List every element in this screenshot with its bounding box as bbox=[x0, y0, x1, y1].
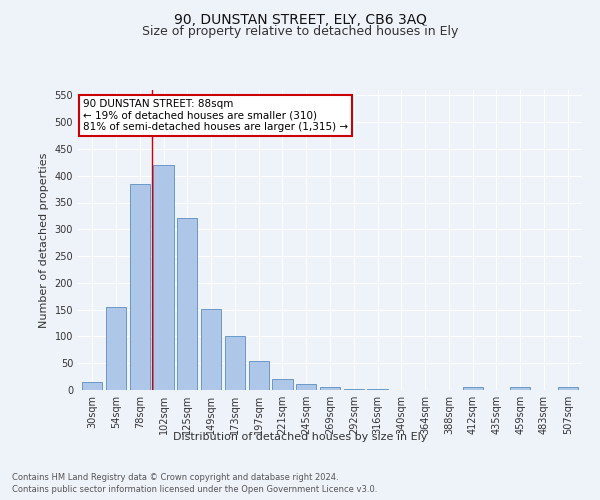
Bar bbox=[130, 184, 150, 390]
Bar bbox=[177, 218, 197, 390]
Bar bbox=[248, 360, 269, 390]
Text: 90 DUNSTAN STREET: 88sqm
← 19% of detached houses are smaller (310)
81% of semi-: 90 DUNSTAN STREET: 88sqm ← 19% of detach… bbox=[83, 99, 348, 132]
Text: Contains public sector information licensed under the Open Government Licence v3: Contains public sector information licen… bbox=[12, 485, 377, 494]
Bar bbox=[344, 389, 364, 390]
Text: Contains HM Land Registry data © Crown copyright and database right 2024.: Contains HM Land Registry data © Crown c… bbox=[12, 472, 338, 482]
Bar bbox=[557, 388, 578, 390]
Text: Size of property relative to detached houses in Ely: Size of property relative to detached ho… bbox=[142, 25, 458, 38]
Bar bbox=[154, 165, 173, 390]
Text: 90, DUNSTAN STREET, ELY, CB6 3AQ: 90, DUNSTAN STREET, ELY, CB6 3AQ bbox=[173, 12, 427, 26]
Y-axis label: Number of detached properties: Number of detached properties bbox=[39, 152, 49, 328]
Bar bbox=[82, 382, 103, 390]
Bar bbox=[272, 380, 293, 390]
Bar bbox=[463, 388, 483, 390]
Bar bbox=[510, 388, 530, 390]
Bar bbox=[296, 384, 316, 390]
Text: Distribution of detached houses by size in Ely: Distribution of detached houses by size … bbox=[173, 432, 427, 442]
Bar bbox=[201, 308, 221, 390]
Bar bbox=[106, 307, 126, 390]
Bar bbox=[320, 388, 340, 390]
Bar bbox=[225, 336, 245, 390]
